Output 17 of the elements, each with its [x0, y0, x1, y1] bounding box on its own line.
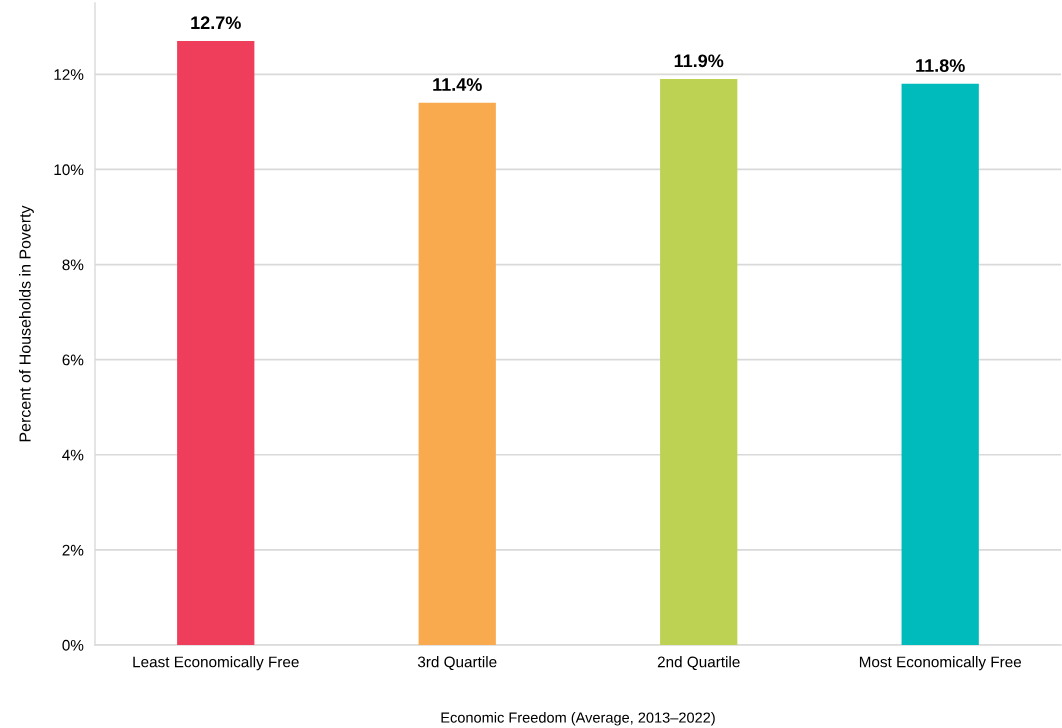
- data-label: 12.7%: [191, 16, 241, 30]
- x-tick-label: 2nd Quartile: [657, 656, 740, 671]
- y-axis-title: Percent of Households in Poverty: [18, 205, 34, 442]
- x-axis-title: Economic Freedom (Average, 2013–2022): [441, 712, 715, 726]
- x-tick-label: 3rd Quartile: [417, 656, 497, 671]
- y-tick-label: 12%: [54, 69, 84, 80]
- y-tick-label: 2%: [62, 544, 84, 556]
- y-tick-label: 10%: [54, 164, 84, 176]
- data-label: 11.8%: [916, 59, 965, 72]
- y-tick-label: 8%: [62, 259, 84, 271]
- data-label: 11.4%: [433, 78, 482, 91]
- x-tick-label: Least Economically Free: [133, 656, 299, 671]
- y-tick-label: 6%: [62, 354, 84, 366]
- y-tick-label: 4%: [62, 449, 84, 461]
- x-tick-label: Most Economically Free: [859, 656, 1022, 671]
- data-label: 11.9%: [674, 54, 724, 68]
- y-tick-label: 0%: [62, 639, 84, 651]
